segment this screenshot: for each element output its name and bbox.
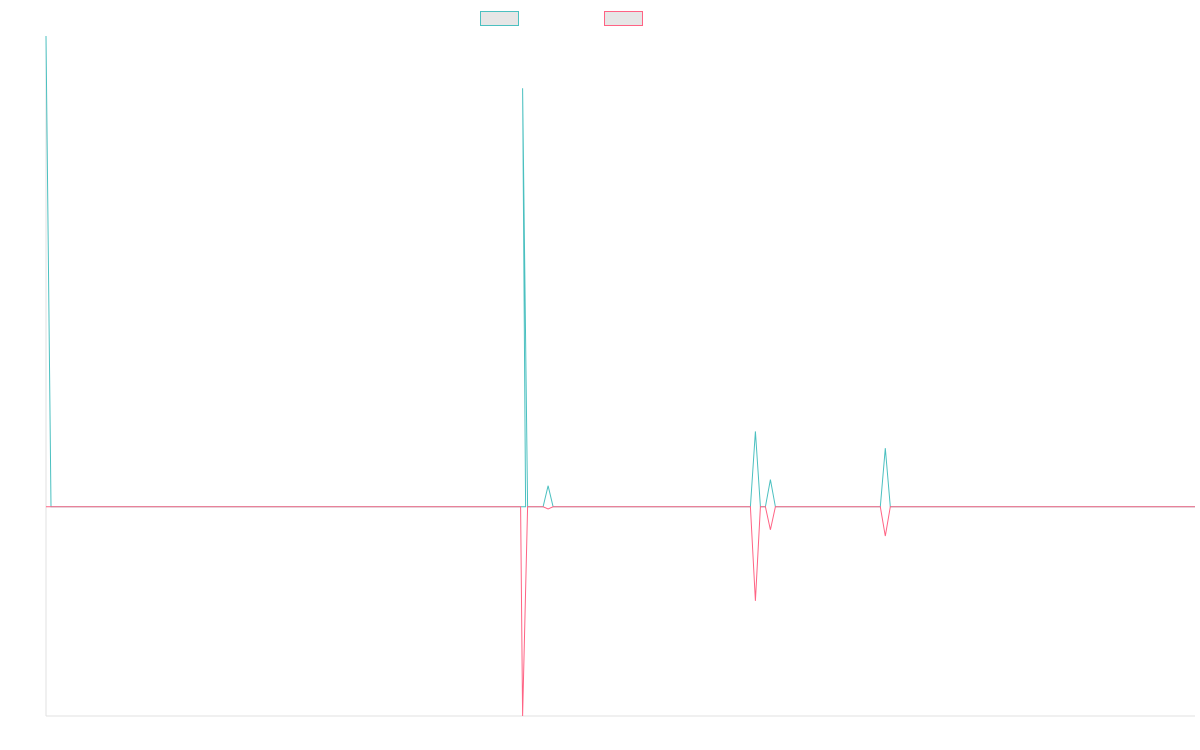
legend-item-series-1[interactable] xyxy=(480,9,525,27)
series-line-1 xyxy=(45,35,1195,508)
legend-swatch-series-1 xyxy=(480,10,519,26)
legend-swatch-series-2 xyxy=(604,10,643,26)
chart-legend xyxy=(0,9,1200,29)
series-line-2 xyxy=(46,506,1195,717)
legend-item-series-2[interactable] xyxy=(604,9,649,27)
